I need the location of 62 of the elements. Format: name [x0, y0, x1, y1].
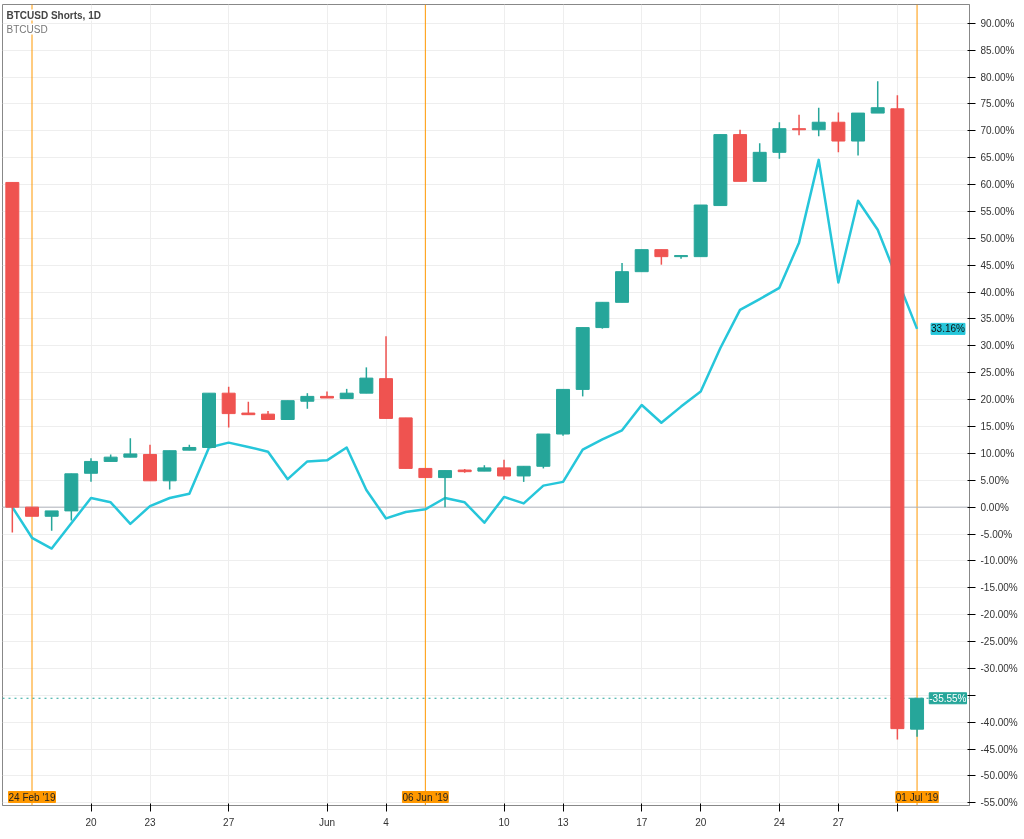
x-tick-label: 4 [383, 816, 390, 828]
candlestick [280, 399, 295, 421]
candlestick [221, 385, 236, 429]
y-tick-label: -45.00% [980, 743, 1018, 755]
ref-line-label: 06 Jun '19 [402, 791, 449, 803]
ref-line-label: 01 Jul '19 [895, 791, 939, 803]
y-tick-label: 90.00% [980, 17, 1015, 29]
candlestick [84, 457, 98, 483]
y-tick-label: 10.00% [980, 447, 1015, 459]
candlestick [44, 510, 59, 532]
y-tick-label: 60.00% [980, 179, 1015, 191]
y-tick-label: 45.00% [980, 259, 1015, 271]
candlestick [870, 80, 885, 114]
x-tick-label: 20 [695, 816, 707, 828]
ref-line-label: -35.55% [929, 692, 967, 704]
candlestick [438, 469, 453, 508]
candlestick [792, 113, 807, 136]
y-tick-label: 75.00% [980, 98, 1015, 110]
candlestick [772, 121, 787, 160]
y-tick-label: 25.00% [980, 367, 1015, 379]
text: BTCUSD Shorts, 1D [6, 9, 101, 21]
candlestick [123, 437, 138, 458]
y-tick-label: 65.00% [980, 152, 1015, 164]
y-tick-label: 35.00% [980, 313, 1015, 325]
y-tick-label: -30.00% [980, 662, 1018, 674]
x-tick-label: 20 [85, 816, 98, 828]
y-tick-label: -10.00% [980, 555, 1018, 567]
y-tick-label: 30.00% [980, 340, 1015, 352]
x-tick-label: 13 [557, 816, 570, 828]
x-tick-label: 10 [498, 816, 511, 828]
candlestick [497, 459, 512, 481]
y-tick-label: -15.00% [980, 582, 1018, 594]
y-tick-label: 50.00% [980, 232, 1015, 244]
candlestick [811, 106, 826, 137]
y-tick-label: -40.00% [980, 716, 1018, 728]
x-tick-label: 17 [636, 816, 648, 828]
candlestick [831, 111, 846, 154]
x-tick-label: 27 [223, 816, 235, 828]
y-tick-label: 40.00% [980, 286, 1015, 298]
y-tick-label: 5.00% [980, 474, 1009, 486]
candlestick [634, 248, 649, 273]
y-tick-label: 15.00% [980, 421, 1015, 432]
annotation: 33.16% [931, 323, 966, 335]
text: BTCUSD [6, 23, 48, 35]
y-tick-label: 80.00% [980, 71, 1015, 83]
y-tick-label: 20.00% [980, 394, 1015, 406]
y-tick-label: 85.00% [980, 44, 1015, 56]
y-tick-label: 70.00% [980, 125, 1015, 137]
x-tick-label: 23 [144, 816, 157, 828]
y-tick-label: -50.00% [980, 770, 1018, 782]
x-tick-label: Jun [318, 816, 336, 828]
x-tick-label: 24 [773, 816, 786, 828]
y-tick-label: 55.00% [980, 205, 1015, 217]
y-tick-label: -55.00% [980, 797, 1018, 809]
candlestick [359, 366, 374, 394]
y-tick-label: -20.00% [980, 609, 1018, 621]
y-tick-label: -25.00% [980, 636, 1018, 648]
y-tick-label: 0.00% [980, 501, 1009, 513]
ref-line-label: 24 Feb '19 [8, 791, 56, 803]
x-tick-label: 27 [832, 816, 845, 828]
y-tick-label: -5.00% [980, 528, 1013, 540]
line-series [11, 158, 919, 550]
